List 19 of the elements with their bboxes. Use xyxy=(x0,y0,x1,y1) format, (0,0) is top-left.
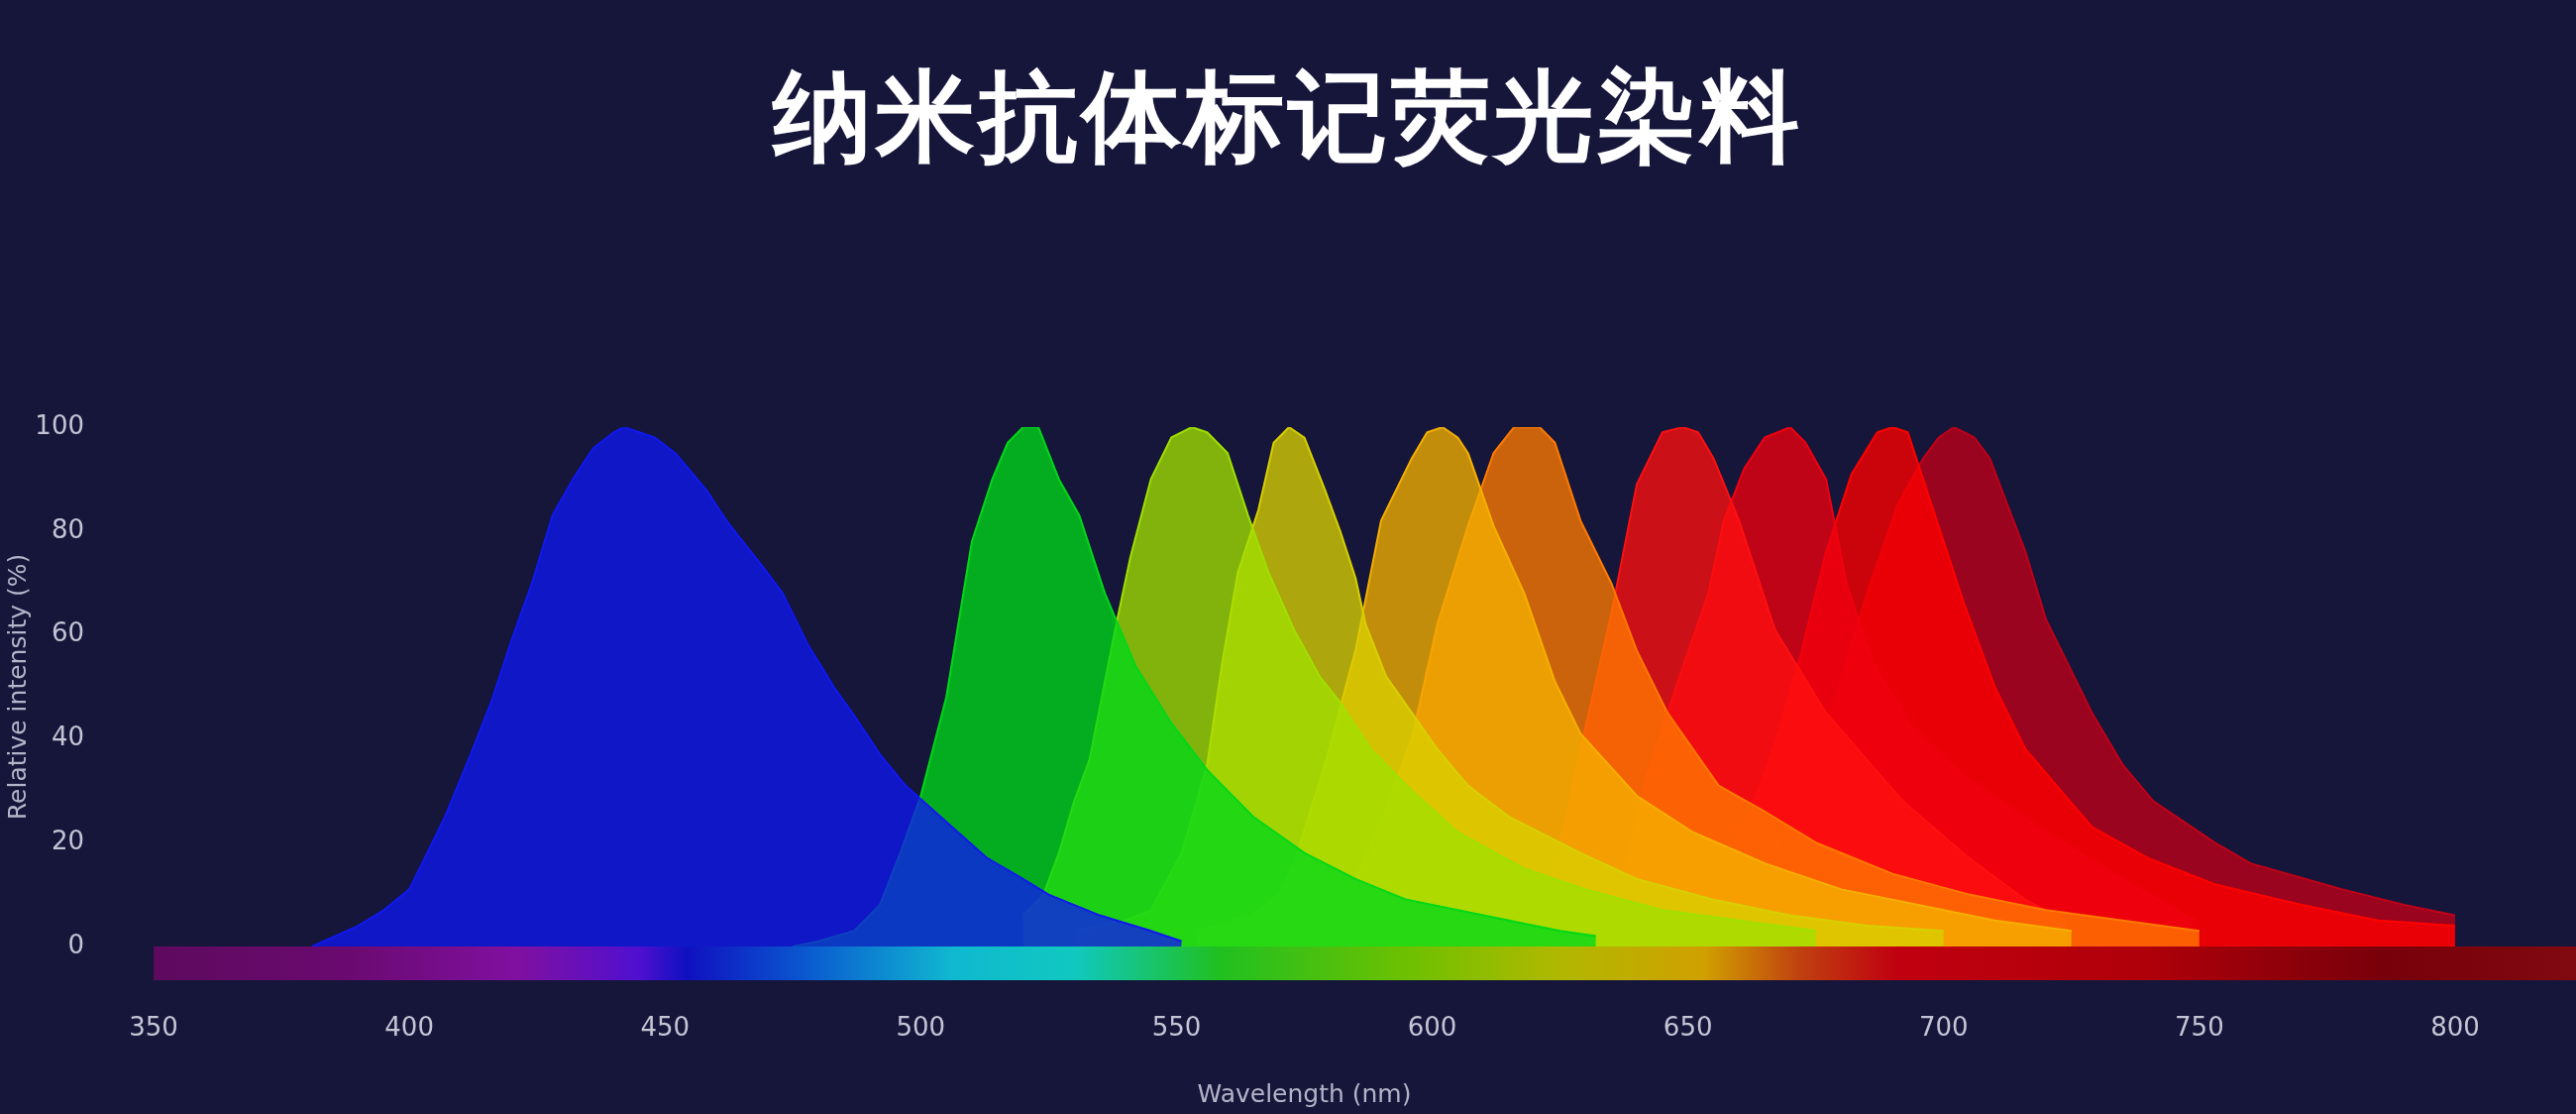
y-tick-label: 40 xyxy=(51,722,84,752)
x-tick-label: 650 xyxy=(1663,1012,1713,1043)
y-tick-label: 0 xyxy=(67,929,84,959)
y-tick-label: 60 xyxy=(51,617,84,648)
x-tick-label: 350 xyxy=(129,1012,178,1043)
x-tick-label: 700 xyxy=(1918,1012,1969,1043)
y-axis-title: Relative intensity (%) xyxy=(2,553,32,821)
x-tick-label: 400 xyxy=(384,1012,434,1043)
y-tick-label: 80 xyxy=(51,513,84,544)
x-tick-label: 500 xyxy=(896,1012,946,1043)
y-tick-label: 20 xyxy=(51,825,84,855)
x-tick-label: 450 xyxy=(640,1012,691,1043)
y-tick-label: 100 xyxy=(35,409,84,440)
x-tick-label: 550 xyxy=(1151,1012,1202,1043)
x-tick-label: 600 xyxy=(1407,1012,1457,1043)
x-tick-label: 800 xyxy=(2430,1012,2480,1043)
x-tick-label: 750 xyxy=(2175,1012,2224,1043)
chart-title: 纳米抗体标记荧光染料 xyxy=(771,57,1804,176)
x-axis-title: Wavelength (nm) xyxy=(1197,1078,1412,1108)
